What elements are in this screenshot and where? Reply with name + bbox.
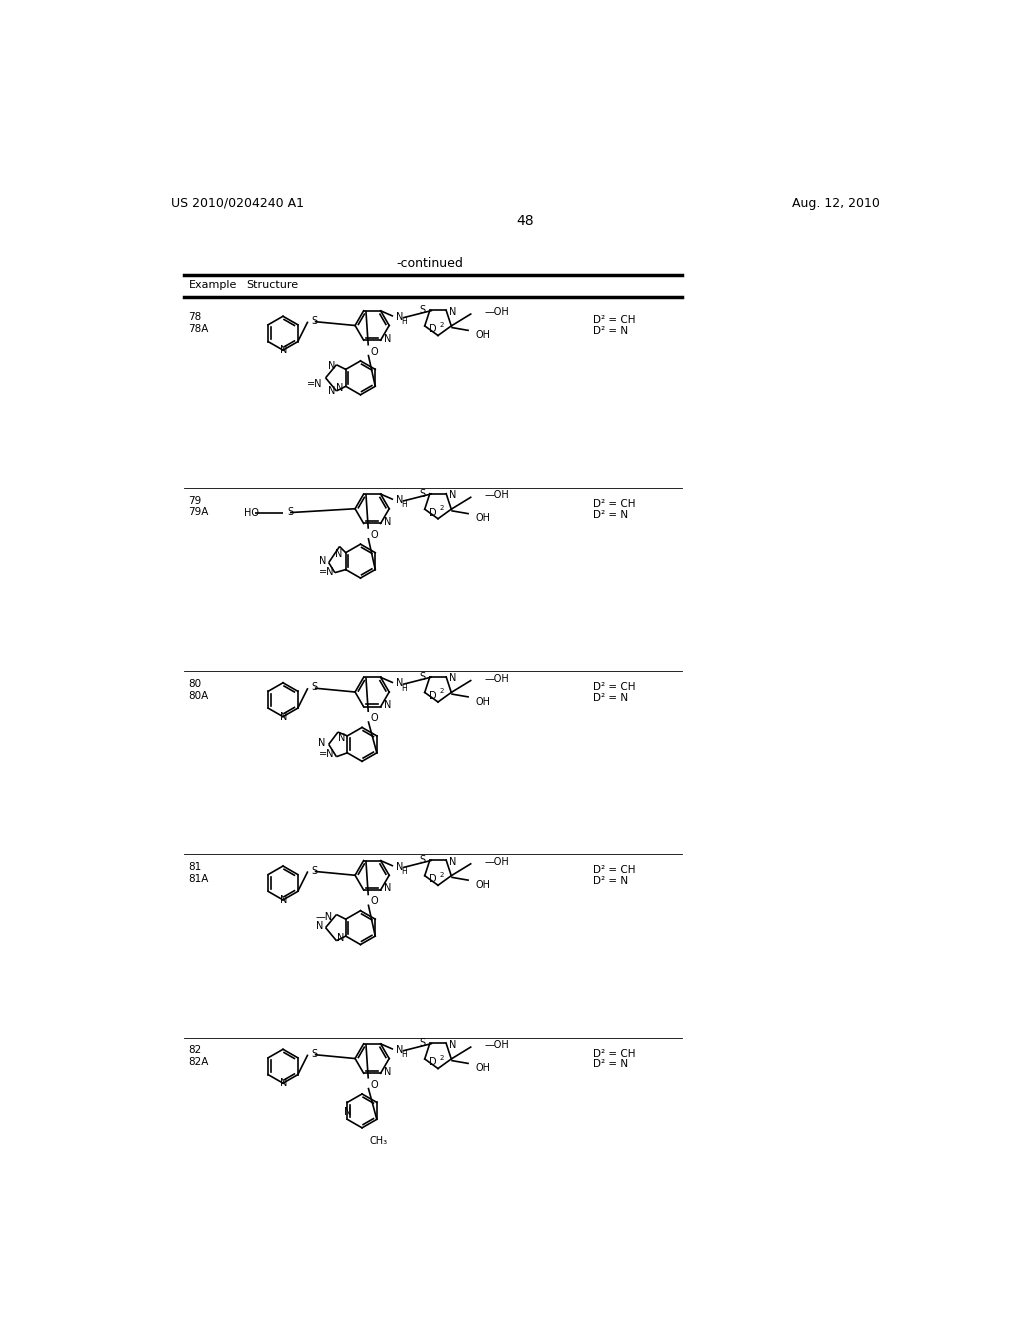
Text: N: N <box>344 1107 351 1117</box>
Text: N: N <box>318 738 326 748</box>
Text: N: N <box>450 308 457 317</box>
Text: —OH: —OH <box>484 308 509 317</box>
Text: D² = CH: D² = CH <box>593 682 636 692</box>
Text: S: S <box>311 866 317 875</box>
Text: D² = N: D² = N <box>593 876 628 886</box>
Text: S: S <box>420 855 426 865</box>
Text: OH: OH <box>475 880 490 890</box>
Text: N: N <box>281 1078 288 1088</box>
Text: HO: HO <box>245 508 259 517</box>
Text: D² = N: D² = N <box>593 693 628 702</box>
Text: H: H <box>401 500 408 510</box>
Text: N: N <box>338 733 345 743</box>
Text: 2: 2 <box>439 506 444 511</box>
Text: D² = CH: D² = CH <box>593 315 636 326</box>
Text: 2: 2 <box>439 1055 444 1061</box>
Text: N: N <box>396 1045 403 1055</box>
Text: N: N <box>396 678 403 689</box>
Text: S: S <box>420 305 426 315</box>
Text: N: N <box>335 549 343 560</box>
Text: O: O <box>371 713 378 723</box>
Text: N: N <box>315 921 324 931</box>
Text: 2: 2 <box>439 322 444 327</box>
Text: —OH: —OH <box>484 490 509 500</box>
Text: S: S <box>420 672 426 682</box>
Text: O: O <box>371 1080 378 1090</box>
Text: D: D <box>429 325 436 334</box>
Text: —OH: —OH <box>484 857 509 867</box>
Text: 80
80A: 80 80A <box>188 678 209 701</box>
Text: —N: —N <box>315 912 333 921</box>
Text: OH: OH <box>475 513 490 523</box>
Text: S: S <box>311 315 317 326</box>
Text: N: N <box>396 312 403 322</box>
Text: O: O <box>371 529 378 540</box>
Text: N: N <box>450 1040 457 1049</box>
Text: 82
82A: 82 82A <box>188 1045 209 1067</box>
Text: N: N <box>384 334 391 343</box>
Text: N: N <box>450 490 457 500</box>
Text: OH: OH <box>475 330 490 341</box>
Text: D: D <box>429 1057 436 1068</box>
Text: —OH: —OH <box>484 673 509 684</box>
Text: N: N <box>450 857 457 867</box>
Text: H: H <box>401 1051 408 1059</box>
Text: H: H <box>401 317 408 326</box>
Text: N: N <box>384 883 391 894</box>
Text: D: D <box>429 874 436 884</box>
Text: 78
78A: 78 78A <box>188 313 209 334</box>
Text: N: N <box>328 385 335 396</box>
Text: OH: OH <box>475 697 490 706</box>
Text: N: N <box>396 862 403 871</box>
Text: N: N <box>336 383 343 393</box>
Text: O: O <box>371 347 378 356</box>
Text: —OH: —OH <box>484 1040 509 1051</box>
Text: N: N <box>281 711 288 722</box>
Text: D² = N: D² = N <box>593 326 628 337</box>
Text: OH: OH <box>475 1063 490 1073</box>
Text: N: N <box>281 345 288 355</box>
Text: S: S <box>311 682 317 693</box>
Text: S: S <box>420 488 426 499</box>
Text: N: N <box>384 517 391 527</box>
Text: US 2010/0204240 A1: US 2010/0204240 A1 <box>171 197 304 210</box>
Text: =N: =N <box>318 748 334 759</box>
Text: O: O <box>371 896 378 907</box>
Text: =N: =N <box>319 566 335 577</box>
Text: -continued: -continued <box>397 257 464 271</box>
Text: N: N <box>384 700 391 710</box>
Text: N: N <box>384 1067 391 1077</box>
Text: N: N <box>281 895 288 906</box>
Text: D² = CH: D² = CH <box>593 866 636 875</box>
Text: D: D <box>429 508 436 517</box>
Text: D² = N: D² = N <box>593 510 628 520</box>
Text: N: N <box>396 495 403 506</box>
Text: 2: 2 <box>439 688 444 694</box>
Text: H: H <box>401 867 408 876</box>
Text: H: H <box>401 684 408 693</box>
Text: S: S <box>420 1039 426 1048</box>
Text: =N: =N <box>307 379 323 389</box>
Text: D² = CH: D² = CH <box>593 1048 636 1059</box>
Text: S: S <box>311 1049 317 1059</box>
Text: N: N <box>337 933 344 942</box>
Text: N: N <box>319 556 327 566</box>
Text: D² = N: D² = N <box>593 1059 628 1069</box>
Text: Aug. 12, 2010: Aug. 12, 2010 <box>792 197 880 210</box>
Text: N: N <box>328 362 335 371</box>
Text: Structure: Structure <box>246 280 298 290</box>
Text: 2: 2 <box>439 871 444 878</box>
Text: D² = CH: D² = CH <box>593 499 636 508</box>
Text: Example: Example <box>188 280 237 290</box>
Text: CH₃: CH₃ <box>370 1135 388 1146</box>
Text: 81
81A: 81 81A <box>188 862 209 884</box>
Text: S: S <box>287 507 293 517</box>
Text: N: N <box>450 673 457 684</box>
Text: D: D <box>429 690 436 701</box>
Text: 48: 48 <box>516 214 534 228</box>
Text: 79
79A: 79 79A <box>188 496 209 517</box>
